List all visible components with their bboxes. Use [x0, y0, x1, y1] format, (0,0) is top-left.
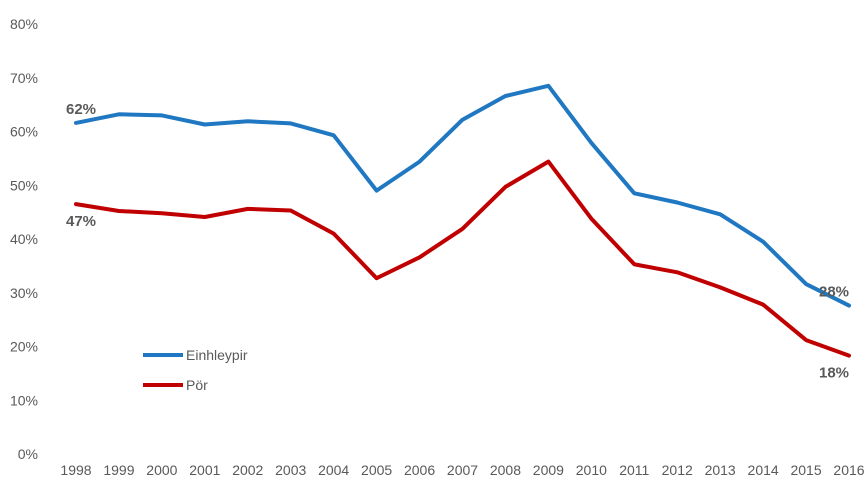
data-label: 28%	[819, 284, 849, 301]
series-0-point	[804, 282, 808, 286]
y-tick-label: 0%	[18, 446, 38, 462]
y-axis: 0% 10% 20% 30% 40% 50% 60% 70% 80%	[10, 16, 38, 462]
series-1-point	[246, 207, 250, 211]
series-0-point	[203, 123, 207, 127]
x-tick-label: 2001	[189, 462, 220, 478]
y-tick-label: 50%	[10, 177, 38, 193]
series-0-point	[461, 118, 465, 122]
series-1-point	[589, 217, 593, 221]
series-1-point	[847, 354, 851, 358]
x-axis: 1998 1999 2000 2001 2002 2003 2004 2005 2006 2007…	[60, 462, 864, 478]
data-label: 62%	[66, 101, 96, 118]
series-0-point	[589, 141, 593, 145]
series-0-point	[74, 121, 78, 125]
x-tick-label: 2007	[447, 462, 478, 478]
y-tick-label: 10%	[10, 392, 38, 408]
series-1-point	[117, 209, 121, 213]
series-1-point	[418, 255, 422, 259]
legend: Einhleypir Pör	[143, 347, 248, 393]
x-tick-label: 1999	[103, 462, 134, 478]
x-tick-label: 2015	[790, 462, 821, 478]
series-1-point	[761, 303, 765, 307]
y-tick-label: 30%	[10, 285, 38, 301]
x-tick-label: 2009	[533, 462, 564, 478]
series-0-point	[160, 113, 164, 117]
y-tick-label: 60%	[10, 124, 38, 140]
series-0-point	[246, 119, 250, 123]
series-line-0	[74, 83, 851, 308]
series-1-point	[74, 202, 78, 206]
series-0-point	[418, 160, 422, 164]
data-label: 18%	[819, 365, 849, 382]
data-labels: 62% 28% 47% 18%	[66, 101, 849, 382]
x-tick-label: 2011	[619, 462, 649, 478]
x-tick-label: 2010	[576, 462, 607, 478]
y-tick-label: 80%	[10, 16, 38, 32]
series-1-point	[332, 232, 336, 236]
series-1-point	[160, 211, 164, 215]
series-1-point	[804, 338, 808, 342]
series-1-point	[675, 270, 679, 274]
x-tick-label: 2000	[146, 462, 177, 478]
series-1-point	[718, 285, 722, 289]
legend-label: Einhleypir	[186, 347, 248, 363]
series-1-point	[375, 276, 379, 280]
x-tick-label: 2008	[490, 462, 521, 478]
y-tick-label: 70%	[10, 70, 38, 86]
legend-label: Pör	[186, 377, 208, 393]
series-0-point	[847, 304, 851, 308]
x-tick-label: 2002	[232, 462, 263, 478]
series-group	[74, 83, 851, 358]
series-1-point	[503, 185, 507, 189]
series-0-point	[675, 200, 679, 204]
series-line-1	[74, 159, 851, 358]
series-0-point	[289, 121, 293, 125]
series-1-point	[461, 227, 465, 231]
x-tick-label: 2004	[318, 462, 349, 478]
x-tick-label: 2013	[705, 462, 736, 478]
x-tick-label: 2012	[662, 462, 693, 478]
y-tick-label: 40%	[10, 231, 38, 247]
x-tick-label: 2005	[361, 462, 392, 478]
y-tick-label: 20%	[10, 339, 38, 355]
series-0-point	[117, 112, 121, 116]
x-tick-label: 2006	[404, 462, 435, 478]
x-tick-label: 2003	[275, 462, 306, 478]
series-0-point	[503, 94, 507, 98]
series-1-point	[203, 215, 207, 219]
series-0-point	[718, 212, 722, 216]
series-0-point	[332, 133, 336, 137]
data-label: 47%	[66, 213, 96, 230]
series-0-point	[546, 84, 550, 88]
series-1-point	[289, 209, 293, 213]
series-0-point	[632, 191, 636, 195]
series-0-point	[375, 189, 379, 193]
series-1-point	[632, 262, 636, 266]
x-tick-label: 2014	[748, 462, 779, 478]
x-tick-label: 2016	[833, 462, 864, 478]
series-1-point	[546, 160, 550, 164]
series-0-point	[761, 240, 765, 244]
x-tick-label: 1998	[60, 462, 91, 478]
